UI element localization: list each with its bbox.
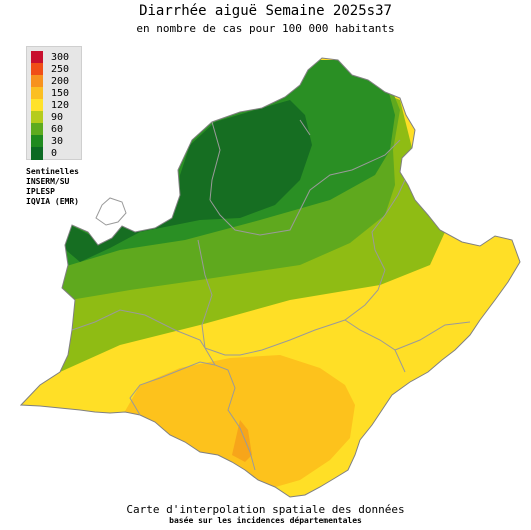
source-line: IPLESP [26,187,55,196]
legend-item: 120 [31,99,79,112]
legend-swatch [31,123,43,136]
map-title: Diarrhée aiguë Semaine 2025s37 [139,3,392,19]
legend-swatch [31,135,43,148]
legend-item: 60 [31,123,79,136]
legend-item: 150 [31,87,79,100]
map-subtitle: en nombre de cas pour 100 000 habitants [136,22,395,35]
legend-swatch [31,147,43,160]
legend-label: 200 [51,76,70,87]
zone-dark-green [60,100,312,262]
map-caption: Carte d'interpolation spatiale des donné… [126,503,405,516]
source-line: Sentinelles [26,167,79,176]
legend-swatch [31,63,43,76]
legend-swatch [31,111,43,124]
legend-swatch [31,99,43,112]
legend-item: 300 [31,51,79,64]
source-line: INSERM/SU [26,177,70,186]
legend-swatch [31,51,43,64]
legend-item: 30 [31,135,79,148]
legend-label: 0 [51,148,58,159]
legend-label: 150 [51,88,70,99]
source-line: IQVIA (EMR) [26,197,79,206]
legend-label: 90 [51,112,64,123]
legend: 300 250 200 150 120 90 60 30 [26,46,82,160]
legend-item: 250 [31,63,79,76]
legend-swatch [31,75,43,88]
map-caption-detail: basée sur les incidences départementales [169,516,362,525]
data-sources: Sentinelles INSERM/SU IPLESP IQVIA (EMR) [26,167,79,207]
legend-label: 300 [51,52,70,63]
legend-label: 120 [51,100,70,111]
legend-item: 90 [31,111,79,124]
zone-orange [232,420,252,462]
legend-label: 60 [51,124,64,135]
legend-label: 30 [51,136,64,147]
legend-label: 250 [51,64,70,75]
enclave-outline [95,197,127,226]
department-borders [19,57,521,498]
zone-light-orange [120,355,355,490]
legend-swatch [31,87,43,100]
legend-item: 200 [31,75,79,88]
legend-item: 0 [31,147,79,160]
